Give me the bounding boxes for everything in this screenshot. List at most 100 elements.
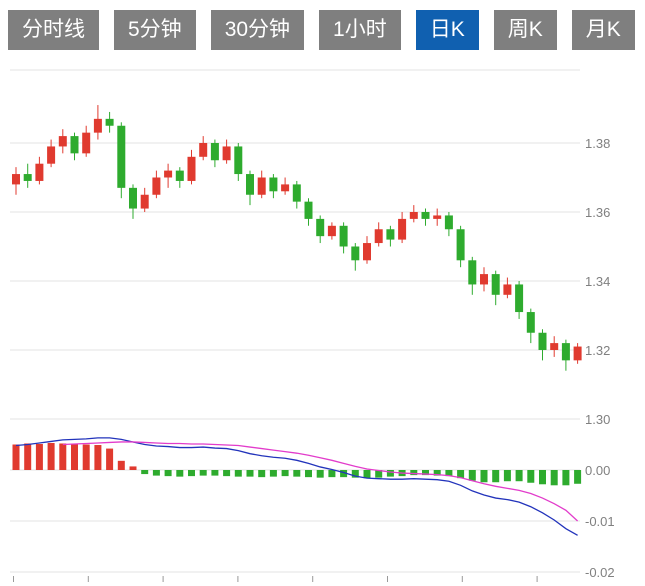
macd-bar <box>386 470 394 477</box>
candle-body <box>304 201 313 219</box>
candle-body <box>187 156 196 181</box>
macd-bar <box>176 470 184 477</box>
macd-axis-label: 0.00 <box>585 463 610 478</box>
candlestick-macd-chart: 1.38 1.36 1.34 1.32 1.30 0.00 -0.01 -0.02 <box>10 69 615 582</box>
macd-bar <box>141 470 149 475</box>
candle-body <box>23 174 32 181</box>
tab-daily-k[interactable]: 日K <box>415 10 479 50</box>
tab-5min[interactable]: 5分钟 <box>114 10 196 50</box>
candle-body <box>550 343 559 350</box>
candle-body <box>82 132 91 154</box>
candle-body <box>456 229 465 261</box>
macd-bar <box>35 443 43 470</box>
macd-bar <box>293 470 301 477</box>
macd-bar <box>106 448 114 470</box>
candle-body <box>164 170 173 178</box>
price-axis-label: 1.30 <box>585 412 610 427</box>
macd-bar <box>340 470 348 478</box>
macd-bar <box>71 443 78 470</box>
tab-30min[interactable]: 30分钟 <box>210 10 305 50</box>
candle-body <box>35 163 44 181</box>
macd-bar <box>410 470 418 476</box>
candle-body <box>234 146 243 175</box>
macd-bar <box>164 470 172 477</box>
price-axis-label: 1.36 <box>585 205 610 220</box>
candle-body <box>93 118 102 133</box>
candle-body <box>538 332 547 350</box>
candle-body <box>468 260 477 285</box>
price-axis-label: 1.38 <box>585 136 610 151</box>
macd-bar <box>503 470 511 482</box>
macd-bar <box>129 466 137 470</box>
candle-body <box>269 177 278 192</box>
macd-bar <box>316 470 324 478</box>
candle-body <box>561 343 570 361</box>
candle-body <box>398 218 407 240</box>
candle-body <box>421 212 430 219</box>
macd-bar <box>539 470 546 485</box>
candle-body <box>140 194 149 209</box>
candle-body <box>433 215 442 219</box>
candle-body <box>374 229 383 244</box>
tab-weekly-k[interactable]: 周K <box>493 10 557 50</box>
candle-body <box>152 177 161 195</box>
macd-axis-label: -0.02 <box>585 565 615 580</box>
tab-monthly-k[interactable]: 月K <box>571 10 635 50</box>
macd-bar <box>246 470 254 477</box>
candle-body <box>292 184 301 202</box>
tab-1hour[interactable]: 1小时 <box>319 10 401 50</box>
candle-body <box>175 170 184 181</box>
candle-body <box>12 174 20 185</box>
candle-body <box>210 143 219 161</box>
macd-bar <box>94 445 102 470</box>
candle-body <box>491 274 500 295</box>
candle-body <box>47 146 56 164</box>
macd-axis-label: -0.01 <box>585 514 615 529</box>
candle-body <box>339 225 348 247</box>
macd-bar <box>445 470 453 477</box>
price-axis-label: 1.32 <box>585 343 610 358</box>
macd-bar <box>12 444 20 470</box>
macd-bar <box>433 470 441 476</box>
candle-body <box>257 177 266 195</box>
macd-bar <box>363 470 371 479</box>
candle-body <box>199 143 208 157</box>
candle-body <box>503 284 512 295</box>
macd-dea-line <box>62 441 579 522</box>
macd-bar <box>188 470 195 477</box>
macd-bar <box>351 470 359 478</box>
candle-body <box>363 243 371 261</box>
candle-body <box>281 184 290 192</box>
candle-body <box>386 229 395 240</box>
candle-body <box>515 284 524 313</box>
tab-timeline[interactable]: 分时线 <box>8 10 99 50</box>
candle-body <box>129 187 137 209</box>
candle-body <box>409 212 418 219</box>
candle-body <box>70 136 79 154</box>
candle-body <box>105 118 114 126</box>
macd-bar <box>258 470 266 478</box>
candle-body <box>573 346 582 361</box>
candle-body <box>327 225 336 237</box>
candle-body <box>351 246 360 261</box>
macd-bar <box>527 470 535 483</box>
macd-bar <box>223 470 231 477</box>
macd-bar <box>468 470 476 481</box>
price-axis-label: 1.34 <box>585 274 610 289</box>
candle-body <box>480 274 488 285</box>
macd-bar <box>281 470 289 477</box>
macd-bar <box>550 470 558 486</box>
macd-bar <box>562 470 570 486</box>
macd-bar <box>492 470 500 483</box>
macd-bar <box>211 470 219 476</box>
macd-bar <box>574 470 582 484</box>
macd-bar <box>199 470 207 476</box>
macd-bar <box>59 443 67 470</box>
macd-dif-line <box>15 437 578 536</box>
macd-bar <box>305 470 312 478</box>
macd-bar <box>82 444 90 470</box>
candle-body <box>117 125 126 188</box>
candle-body <box>316 218 325 237</box>
chart-period-toolbar: 分时线 5分钟 30分钟 1小时 日K 周K 月K <box>0 0 645 58</box>
macd-bar <box>422 470 429 476</box>
